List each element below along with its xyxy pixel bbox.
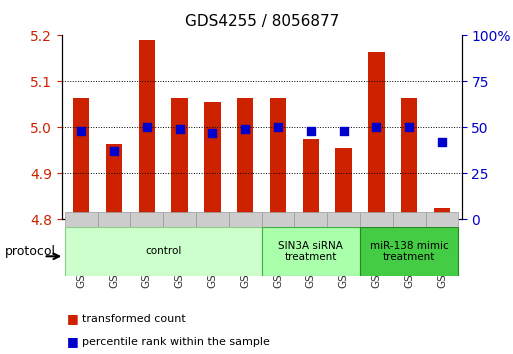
FancyBboxPatch shape [262,212,294,227]
Text: ■: ■ [67,312,78,325]
Text: control: control [145,246,182,256]
Text: GDS4255 / 8056877: GDS4255 / 8056877 [185,14,339,29]
Bar [139,40,155,219]
Bar [171,97,188,219]
FancyBboxPatch shape [393,212,426,227]
Bar [237,97,253,219]
FancyBboxPatch shape [196,212,229,227]
Point [208,130,216,136]
Point [241,126,249,132]
Point [175,126,184,132]
Point [110,149,118,154]
Bar [73,97,89,219]
FancyBboxPatch shape [130,212,163,227]
Bar [336,148,352,219]
FancyBboxPatch shape [360,212,393,227]
FancyBboxPatch shape [327,212,360,227]
Text: protocol: protocol [5,245,56,258]
Point [274,125,282,130]
FancyBboxPatch shape [262,227,360,276]
FancyBboxPatch shape [294,212,327,227]
Point [438,139,446,145]
Point [307,128,315,134]
Point [340,128,348,134]
FancyBboxPatch shape [360,227,459,276]
FancyBboxPatch shape [163,212,196,227]
FancyBboxPatch shape [65,227,262,276]
Bar [204,102,221,219]
Point [77,128,85,134]
Point [143,125,151,130]
Bar [434,208,450,219]
Bar [368,52,385,219]
Bar [270,97,286,219]
Point [372,125,381,130]
Bar [303,139,319,219]
Text: ■: ■ [67,335,78,348]
FancyBboxPatch shape [97,212,130,227]
Bar [106,144,122,219]
Point [405,125,413,130]
Text: SIN3A siRNA
treatment: SIN3A siRNA treatment [279,240,343,262]
FancyBboxPatch shape [65,212,97,227]
FancyBboxPatch shape [229,212,262,227]
FancyBboxPatch shape [426,212,459,227]
Bar [401,97,418,219]
Text: percentile rank within the sample: percentile rank within the sample [82,337,270,347]
Text: transformed count: transformed count [82,314,186,324]
Text: miR-138 mimic
treatment: miR-138 mimic treatment [370,240,448,262]
